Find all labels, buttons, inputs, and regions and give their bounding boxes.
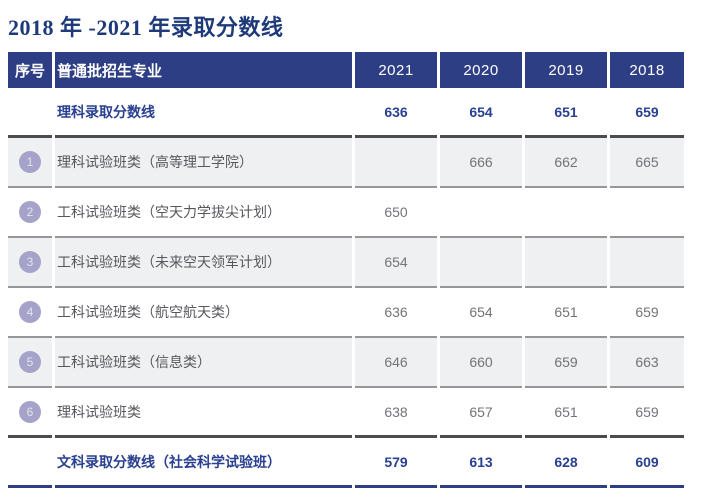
score-cell: 638	[355, 388, 437, 438]
score-cell	[525, 188, 607, 238]
row-number-badge: 6	[19, 400, 41, 423]
score-cell	[440, 238, 522, 288]
header-cell-major: 普通批招生专业	[55, 52, 352, 88]
score-cell: 662	[525, 138, 607, 188]
score-cell: 579	[355, 438, 437, 488]
score-cell: 659	[610, 88, 684, 138]
header-cell-index: 序号	[8, 52, 52, 88]
score-cell: 657	[440, 388, 522, 438]
score-cell: 651	[525, 88, 607, 138]
score-cell: 650	[355, 188, 437, 238]
index-cell: 4	[8, 288, 52, 338]
index-cell: 1	[8, 138, 52, 188]
admission-scores-page: 2018 年 -2021 年录取分数线 序号 普通批招生专业 2021 2020…	[0, 10, 701, 493]
header-cell-year-2021: 2021	[355, 52, 437, 88]
row-label: 理科试验班类	[55, 388, 352, 438]
table-header: 序号 普通批招生专业 2021 2020 2019 2018	[8, 52, 684, 88]
score-cell: 666	[440, 138, 522, 188]
page-title: 2018 年 -2021 年录取分数线	[8, 15, 284, 40]
score-cell: 613	[440, 438, 522, 488]
score-cell	[440, 188, 522, 238]
header-row: 序号 普通批招生专业 2021 2020 2019 2018	[8, 52, 684, 88]
row-label: 工科试验班类（空天力学拔尖计划）	[55, 188, 352, 238]
score-cell: 654	[440, 288, 522, 338]
score-cell: 654	[440, 88, 522, 138]
index-cell: 6	[8, 388, 52, 438]
score-cell: 659	[610, 288, 684, 338]
row-number-badge: 4	[19, 301, 41, 323]
score-cell	[610, 238, 684, 288]
score-cell: 663	[610, 338, 684, 388]
score-cell	[610, 188, 684, 238]
score-cell: 665	[610, 138, 684, 188]
table-row-6: 6 理科试验班类 638 657 651 659	[8, 388, 684, 438]
table-row-3: 3 工科试验班类（未来空天领军计划） 654	[8, 238, 684, 288]
score-cell: 651	[525, 288, 607, 338]
score-cell: 659	[610, 388, 684, 438]
score-cell: 636	[355, 88, 437, 138]
header-cell-year-2019: 2019	[525, 52, 607, 88]
score-cell: 659	[525, 338, 607, 388]
score-cell: 636	[355, 288, 437, 338]
row-label: 工科试验班类（未来空天领军计划）	[55, 238, 352, 288]
score-cell: 651	[525, 388, 607, 438]
index-cell: 2	[8, 188, 52, 238]
index-cell: 5	[8, 338, 52, 388]
table-row-arts-line: 文科录取分数线（社会科学试验班） 579 613 628 609	[8, 438, 684, 488]
table-row-1: 1 理科试验班类（高等理工学院） 666 662 665	[8, 138, 684, 188]
table-row-5: 5 工科试验班类（信息类） 646 660 659 663	[8, 338, 684, 388]
table-row-2: 2 工科试验班类（空天力学拔尖计划） 650	[8, 188, 684, 238]
row-label: 理科录取分数线	[55, 88, 352, 138]
row-number-badge: 2	[19, 201, 41, 223]
header-cell-year-2018: 2018	[610, 52, 684, 88]
table-body: 理科录取分数线 636 654 651 659 1 理科试验班类（高等理工学院）…	[8, 88, 684, 488]
score-cell: 628	[525, 438, 607, 488]
header-cell-year-2020: 2020	[440, 52, 522, 88]
admission-scores-table: 序号 普通批招生专业 2021 2020 2019 2018 理科录取分数线 6…	[5, 52, 687, 488]
row-label: 工科试验班类（航空航天类）	[55, 288, 352, 338]
row-label: 理科试验班类（高等理工学院）	[55, 138, 352, 188]
score-cell	[525, 238, 607, 288]
score-cell: 646	[355, 338, 437, 388]
row-number-badge: 3	[19, 251, 41, 273]
row-label: 文科录取分数线（社会科学试验班）	[55, 438, 352, 488]
table-row-science-line: 理科录取分数线 636 654 651 659	[8, 88, 684, 138]
score-cell	[355, 138, 437, 188]
index-cell	[8, 438, 52, 488]
index-cell	[8, 88, 52, 138]
row-number-badge: 1	[19, 151, 41, 173]
row-number-badge: 5	[19, 351, 41, 373]
score-cell: 609	[610, 438, 684, 488]
index-cell: 3	[8, 238, 52, 288]
score-cell: 654	[355, 238, 437, 288]
score-cell: 660	[440, 338, 522, 388]
table-row-4: 4 工科试验班类（航空航天类） 636 654 651 659	[8, 288, 684, 338]
row-label: 工科试验班类（信息类）	[55, 338, 352, 388]
